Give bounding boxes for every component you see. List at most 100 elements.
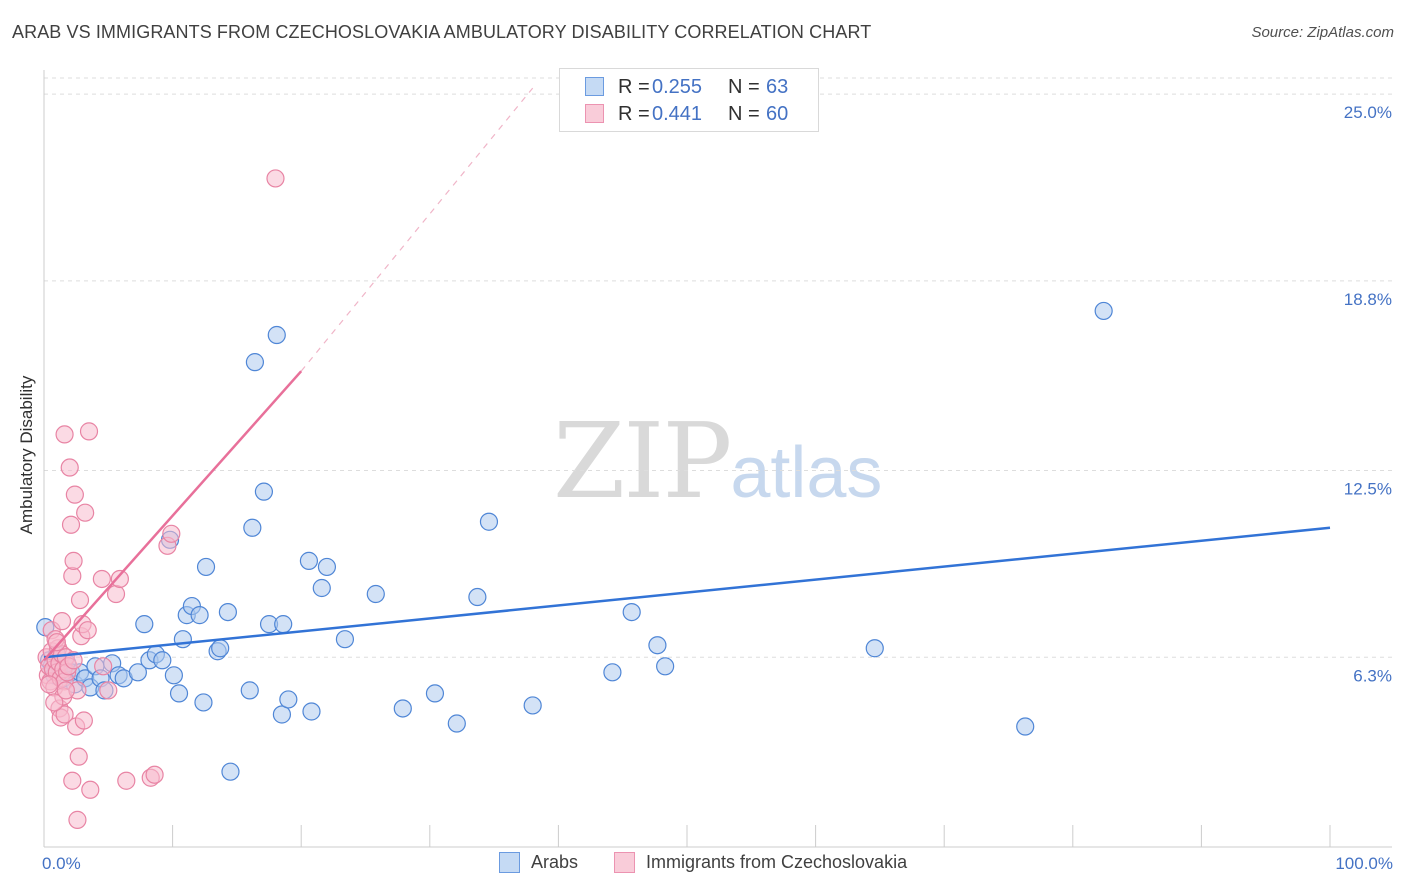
- arab-point: [272, 705, 292, 724]
- arab-point: [245, 353, 265, 372]
- legend-swatch-arabs: [585, 77, 604, 96]
- czech-point: [52, 612, 72, 631]
- arab-point: [274, 615, 293, 634]
- czech-point: [106, 584, 126, 604]
- legend-r-label: R =: [618, 75, 650, 98]
- source-label: Source: ZipAtlas.com: [1251, 24, 1394, 41]
- czech-point: [69, 747, 88, 766]
- arab-point: [393, 699, 412, 718]
- bottom-legend-swatch-czech: [614, 852, 635, 873]
- arab-point: [312, 578, 331, 598]
- arab-point: [335, 630, 355, 649]
- arab-point: [1016, 717, 1035, 736]
- czech-point: [79, 422, 99, 441]
- y-tick-label: 18.8%: [1344, 290, 1392, 309]
- arab-point: [190, 606, 209, 625]
- czech-point: [162, 524, 181, 543]
- legend-swatch-czech: [585, 104, 604, 123]
- watermark-zip: ZIP: [553, 400, 732, 522]
- arab-point: [218, 602, 237, 622]
- czech-point: [45, 693, 64, 712]
- arab-point: [523, 696, 542, 715]
- czech-point: [145, 765, 164, 784]
- czech-trend-line: [43, 370, 303, 662]
- czech-point: [64, 651, 83, 670]
- y-axis-label: Ambulatory Disability: [17, 375, 36, 535]
- x-tick-label-min: 0.0%: [42, 854, 81, 873]
- bottom-legend-label-arabs: Arabs: [531, 852, 579, 872]
- czech-point: [65, 485, 84, 504]
- arab-point: [656, 657, 675, 676]
- arab-point: [128, 663, 147, 682]
- czech-point: [60, 458, 79, 477]
- arab-point: [194, 693, 213, 712]
- czech-point: [110, 569, 129, 589]
- legend-n-label: N =: [728, 75, 760, 98]
- czech-point: [92, 569, 111, 589]
- arab-point: [603, 663, 622, 682]
- legend-box: R = 0.255 N = 63 R = 0.441 N = 60: [559, 68, 819, 132]
- bottom-legend-label-czech: Immigrants from Czechoslovakia: [646, 852, 908, 872]
- arab-point: [299, 551, 319, 570]
- watermark: ZIPatlas: [553, 400, 882, 522]
- arab-point: [240, 681, 259, 700]
- watermark-atlas: atlas: [730, 433, 883, 513]
- arab-point: [279, 690, 298, 709]
- arab-point: [317, 557, 337, 577]
- czech-point: [55, 705, 74, 724]
- bottom-legend-czech: Immigrants from Czechoslovakia: [614, 852, 907, 873]
- arab-point: [425, 684, 445, 703]
- arab-point: [468, 587, 487, 607]
- czech-point: [70, 590, 90, 610]
- czech-point: [78, 621, 97, 640]
- czech-point: [76, 503, 95, 522]
- czech-point: [74, 711, 93, 730]
- arab-point: [648, 636, 667, 655]
- y-tick-label: 25.0%: [1344, 103, 1392, 122]
- czech-trend-extension: [300, 87, 534, 372]
- czech-point: [117, 771, 136, 790]
- arab-point: [211, 639, 230, 658]
- legend-n-label: N =: [728, 102, 760, 125]
- arab-point: [254, 482, 274, 501]
- legend-n-value-arabs: 63: [766, 75, 789, 98]
- y-tick-label: 6.3%: [1353, 666, 1392, 685]
- arab-point: [302, 702, 321, 721]
- czech-point: [94, 657, 113, 676]
- arab-point: [173, 630, 192, 649]
- czech-point: [61, 515, 81, 534]
- czech-point: [63, 771, 82, 790]
- arab-point: [243, 518, 262, 537]
- arab-point: [135, 615, 154, 634]
- arab-point: [865, 639, 884, 658]
- bottom-legend-swatch-arabs: [499, 852, 520, 873]
- czech-point: [64, 551, 83, 570]
- czech-point: [55, 425, 74, 444]
- czech-point: [266, 169, 285, 188]
- arab-point: [267, 325, 286, 345]
- bottom-legend-arabs: Arabs: [499, 852, 578, 873]
- czech-point: [47, 633, 66, 652]
- arab-point: [1094, 301, 1113, 321]
- arab-point: [169, 684, 189, 703]
- czech-point: [68, 810, 87, 829]
- legend-r-value-czech: 0.441: [652, 102, 703, 125]
- arab-point: [447, 714, 466, 733]
- y-tick-label: 12.5%: [1344, 480, 1392, 499]
- legend-n-value-czech: 60: [766, 102, 789, 125]
- arab-point: [196, 557, 216, 577]
- arab-point: [153, 651, 172, 670]
- czech-point: [63, 566, 82, 586]
- x-tick-label-max: 100.0%: [1335, 854, 1393, 873]
- legend-r-label: R =: [618, 102, 650, 125]
- arabs-trend-line: [43, 526, 1331, 659]
- legend-r-value-arabs: 0.255: [652, 75, 703, 98]
- arab-point: [479, 512, 499, 531]
- arab-point: [622, 602, 641, 622]
- czech-point: [81, 780, 100, 799]
- arab-point: [164, 666, 183, 685]
- arab-point: [366, 584, 385, 604]
- czech-point: [40, 675, 59, 694]
- arab-point: [221, 762, 240, 781]
